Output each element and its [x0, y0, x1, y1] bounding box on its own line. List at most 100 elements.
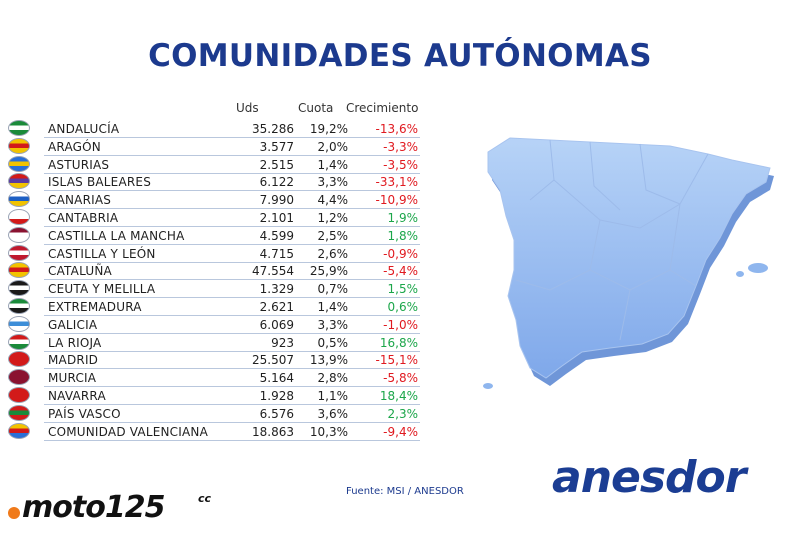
- growth-value: -10,9%: [375, 193, 418, 208]
- table-row: CASTILLA LA MANCHA 4.599 2,5% 1,8%: [44, 227, 420, 245]
- table-row: ARAGÓN 3.577 2,0% -3,3%: [44, 138, 420, 156]
- share-value: 4,4%: [317, 193, 349, 208]
- growth-value: -9,4%: [383, 424, 418, 439]
- table-row: LA RIOJA 923 0,5% 16,8%: [44, 334, 420, 352]
- region-flag-icon: [8, 369, 30, 386]
- region-name: PAÍS VASCO: [48, 406, 121, 421]
- table-row: CANARIAS 7.990 4,4% -10,9%: [44, 191, 420, 210]
- region-name: CASTILLA LA MANCHA: [48, 228, 185, 243]
- growth-value: -13,6%: [375, 122, 418, 136]
- region-name: COMUNIDAD VALENCIANA: [48, 424, 208, 439]
- page-title: COMUNIDADES AUTÓNOMAS: [148, 38, 652, 74]
- region-flag-icon: [8, 315, 30, 332]
- table-row: NAVARRA 1.928 1,1% 18,4%: [44, 387, 420, 405]
- growth-value: -0,9%: [383, 246, 418, 261]
- header-crecimiento: Crecimiento: [346, 101, 419, 115]
- region-flag-icon: [8, 120, 30, 136]
- growth-value: -5,8%: [383, 371, 418, 386]
- growth-value: -33,1%: [375, 175, 418, 190]
- region-flag-icon: [8, 404, 30, 421]
- units-value: 1.928: [259, 389, 294, 403]
- growth-value: -3,5%: [383, 157, 418, 172]
- table-row: CASTILLA Y LEÓN 4.715 2,6% -0,9%: [44, 245, 420, 263]
- region-flag-icon: [8, 298, 30, 314]
- region-name: CANTABRIA: [48, 211, 119, 225]
- units-value: 4.599: [259, 228, 294, 243]
- share-value: 3,3%: [317, 175, 349, 190]
- units-value: 6.069: [259, 317, 294, 332]
- region-flag-icon: [8, 209, 30, 225]
- region-flag-icon: [8, 422, 30, 439]
- region-name: NAVARRA: [48, 389, 106, 403]
- region-name: CEUTA Y MELILLA: [48, 282, 156, 297]
- units-value: 2.101: [259, 211, 294, 225]
- source-note: Fuente: MSI / ANESDOR: [346, 486, 464, 497]
- share-value: 3,3%: [317, 317, 349, 332]
- region-name: CATALUÑA: [48, 264, 112, 279]
- units-value: 4.715: [259, 246, 294, 261]
- units-value: 2.621: [259, 300, 294, 314]
- region-name: MURCIA: [48, 371, 97, 386]
- anesdor-logo: anesdor: [552, 452, 746, 503]
- units-value: 6.122: [259, 175, 294, 190]
- region-name: CANARIAS: [48, 193, 112, 208]
- table-row: EXTREMADURA 2.621 1,4% 0,6%: [44, 298, 420, 316]
- growth-value: 18,4%: [379, 389, 418, 403]
- region-name: LA RIOJA: [48, 335, 102, 350]
- header-cuota: Cuota: [298, 101, 334, 115]
- share-value: 2,0%: [317, 139, 349, 154]
- share-value: 1,4%: [317, 157, 349, 172]
- region-name: EXTREMADURA: [48, 300, 142, 314]
- units-value: 1.329: [259, 282, 294, 297]
- growth-value: -1,0%: [383, 317, 418, 332]
- region-name: MADRID: [48, 353, 99, 368]
- region-flag-icon: [8, 262, 30, 279]
- growth-value: -3,3%: [383, 139, 418, 154]
- share-value: 1,1%: [317, 389, 349, 403]
- growth-value: 1,5%: [387, 282, 419, 297]
- share-value: 2,6%: [317, 246, 349, 261]
- header-uds: Uds: [236, 101, 259, 115]
- moto-dot-icon: [8, 507, 20, 519]
- share-value: 13,9%: [309, 353, 348, 368]
- table-row: PAÍS VASCO 6.576 3,6% 2,3%: [44, 405, 420, 423]
- region-flag-icon: [8, 351, 30, 368]
- growth-value: -5,4%: [383, 264, 418, 279]
- share-value: 25,9%: [309, 264, 348, 279]
- growth-value: 1,9%: [387, 211, 419, 225]
- region-name: CASTILLA Y LEÓN: [48, 246, 156, 261]
- units-value: 35.286: [252, 122, 294, 136]
- region-name: ISLAS BALEARES: [48, 175, 152, 190]
- table-row: MADRID 25.507 13,9% -15,1%: [44, 351, 420, 370]
- growth-value: 16,8%: [379, 335, 418, 350]
- region-flag-icon: [8, 280, 30, 297]
- region-flag-icon: [8, 333, 30, 350]
- units-value: 3.577: [259, 139, 294, 154]
- region-flag-icon: [8, 155, 30, 172]
- units-value: 47.554: [252, 264, 294, 279]
- moto125-wordmark: moto125: [22, 490, 165, 525]
- table-row: MURCIA 5.164 2,8% -5,8%: [44, 369, 420, 388]
- share-value: 0,7%: [317, 282, 349, 297]
- table-row: CANTABRIA 2.101 1,2% 1,9%: [44, 209, 420, 227]
- growth-value: -15,1%: [375, 353, 418, 368]
- region-flag-icon: [8, 226, 30, 243]
- region-name: GALICIA: [48, 317, 98, 332]
- region-flag-icon: [8, 244, 30, 261]
- share-value: 2,8%: [317, 371, 349, 386]
- units-value: 923: [271, 335, 294, 350]
- share-value: 1,2%: [317, 211, 349, 225]
- region-name: ASTURIAS: [48, 157, 110, 172]
- region-name: ARAGÓN: [48, 139, 101, 154]
- units-value: 6.576: [259, 406, 294, 421]
- units-value: 7.990: [259, 193, 294, 208]
- region-flag-icon: [8, 387, 30, 403]
- units-value: 5.164: [259, 371, 294, 386]
- share-value: 1,4%: [317, 300, 349, 314]
- share-value: 3,6%: [317, 406, 349, 421]
- region-flag-icon: [8, 137, 30, 154]
- region-flag-icon: [8, 173, 30, 190]
- share-value: 2,5%: [317, 228, 349, 243]
- share-value: 0,5%: [317, 335, 349, 350]
- table-row: CEUTA Y MELILLA 1.329 0,7% 1,5%: [44, 280, 420, 299]
